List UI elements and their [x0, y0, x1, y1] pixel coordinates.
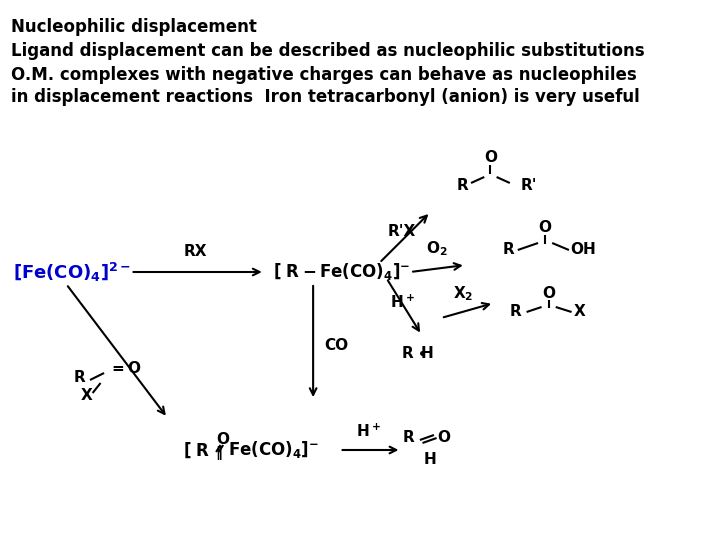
Text: OH: OH	[570, 242, 595, 258]
Text: R'X: R'X	[388, 225, 416, 240]
Text: CO: CO	[325, 338, 348, 353]
Text: $\bf{H^+}$: $\bf{H^+}$	[356, 423, 381, 440]
Text: $\bf{[\ R-Fe(CO)_4]^{-}}$: $\bf{[\ R-Fe(CO)_4]^{-}}$	[274, 261, 411, 282]
Text: $\bf{Fe(CO)_4]^{-}}$: $\bf{Fe(CO)_4]^{-}}$	[228, 440, 319, 461]
Text: O: O	[217, 433, 230, 448]
Text: H: H	[420, 346, 433, 361]
Text: O: O	[542, 286, 555, 300]
Text: R: R	[502, 242, 514, 258]
Text: $\bf{=O}$: $\bf{=O}$	[109, 360, 143, 376]
Text: $\bf{O_2}$: $\bf{O_2}$	[426, 239, 447, 258]
Text: X: X	[573, 305, 585, 320]
Text: R: R	[402, 346, 413, 361]
Text: R: R	[402, 429, 414, 444]
Text: H: H	[423, 453, 436, 468]
Text: $\bf{X_2}$: $\bf{X_2}$	[453, 284, 473, 303]
Text: in displacement reactions  Iron tetracarbonyl (anion) is very useful: in displacement reactions Iron tetracarb…	[11, 88, 639, 106]
Text: R: R	[510, 305, 522, 320]
Text: R: R	[456, 178, 468, 192]
Text: RX: RX	[184, 244, 207, 259]
Text: O: O	[539, 220, 552, 235]
Text: $\bf{[\ R}$: $\bf{[\ R}$	[183, 440, 210, 460]
Text: O: O	[437, 429, 450, 444]
Text: $\mathbf{\|}$: $\mathbf{\|}$	[215, 444, 222, 462]
Text: $\bf{H^+}$: $\bf{H^+}$	[390, 293, 415, 310]
Text: Nucleophilic displacement: Nucleophilic displacement	[11, 18, 256, 36]
Text: R: R	[73, 370, 85, 386]
Text: R': R'	[521, 178, 537, 192]
Text: $\bf{[Fe(CO)_4]^{2-}}$: $\bf{[Fe(CO)_4]^{2-}}$	[13, 260, 131, 284]
Text: O.M. complexes with negative charges can behave as nucleophiles: O.M. complexes with negative charges can…	[11, 66, 636, 84]
Text: Ligand displacement can be described as nucleophilic substitutions: Ligand displacement can be described as …	[11, 42, 644, 60]
Text: O: O	[484, 151, 497, 165]
Text: X: X	[81, 388, 92, 402]
